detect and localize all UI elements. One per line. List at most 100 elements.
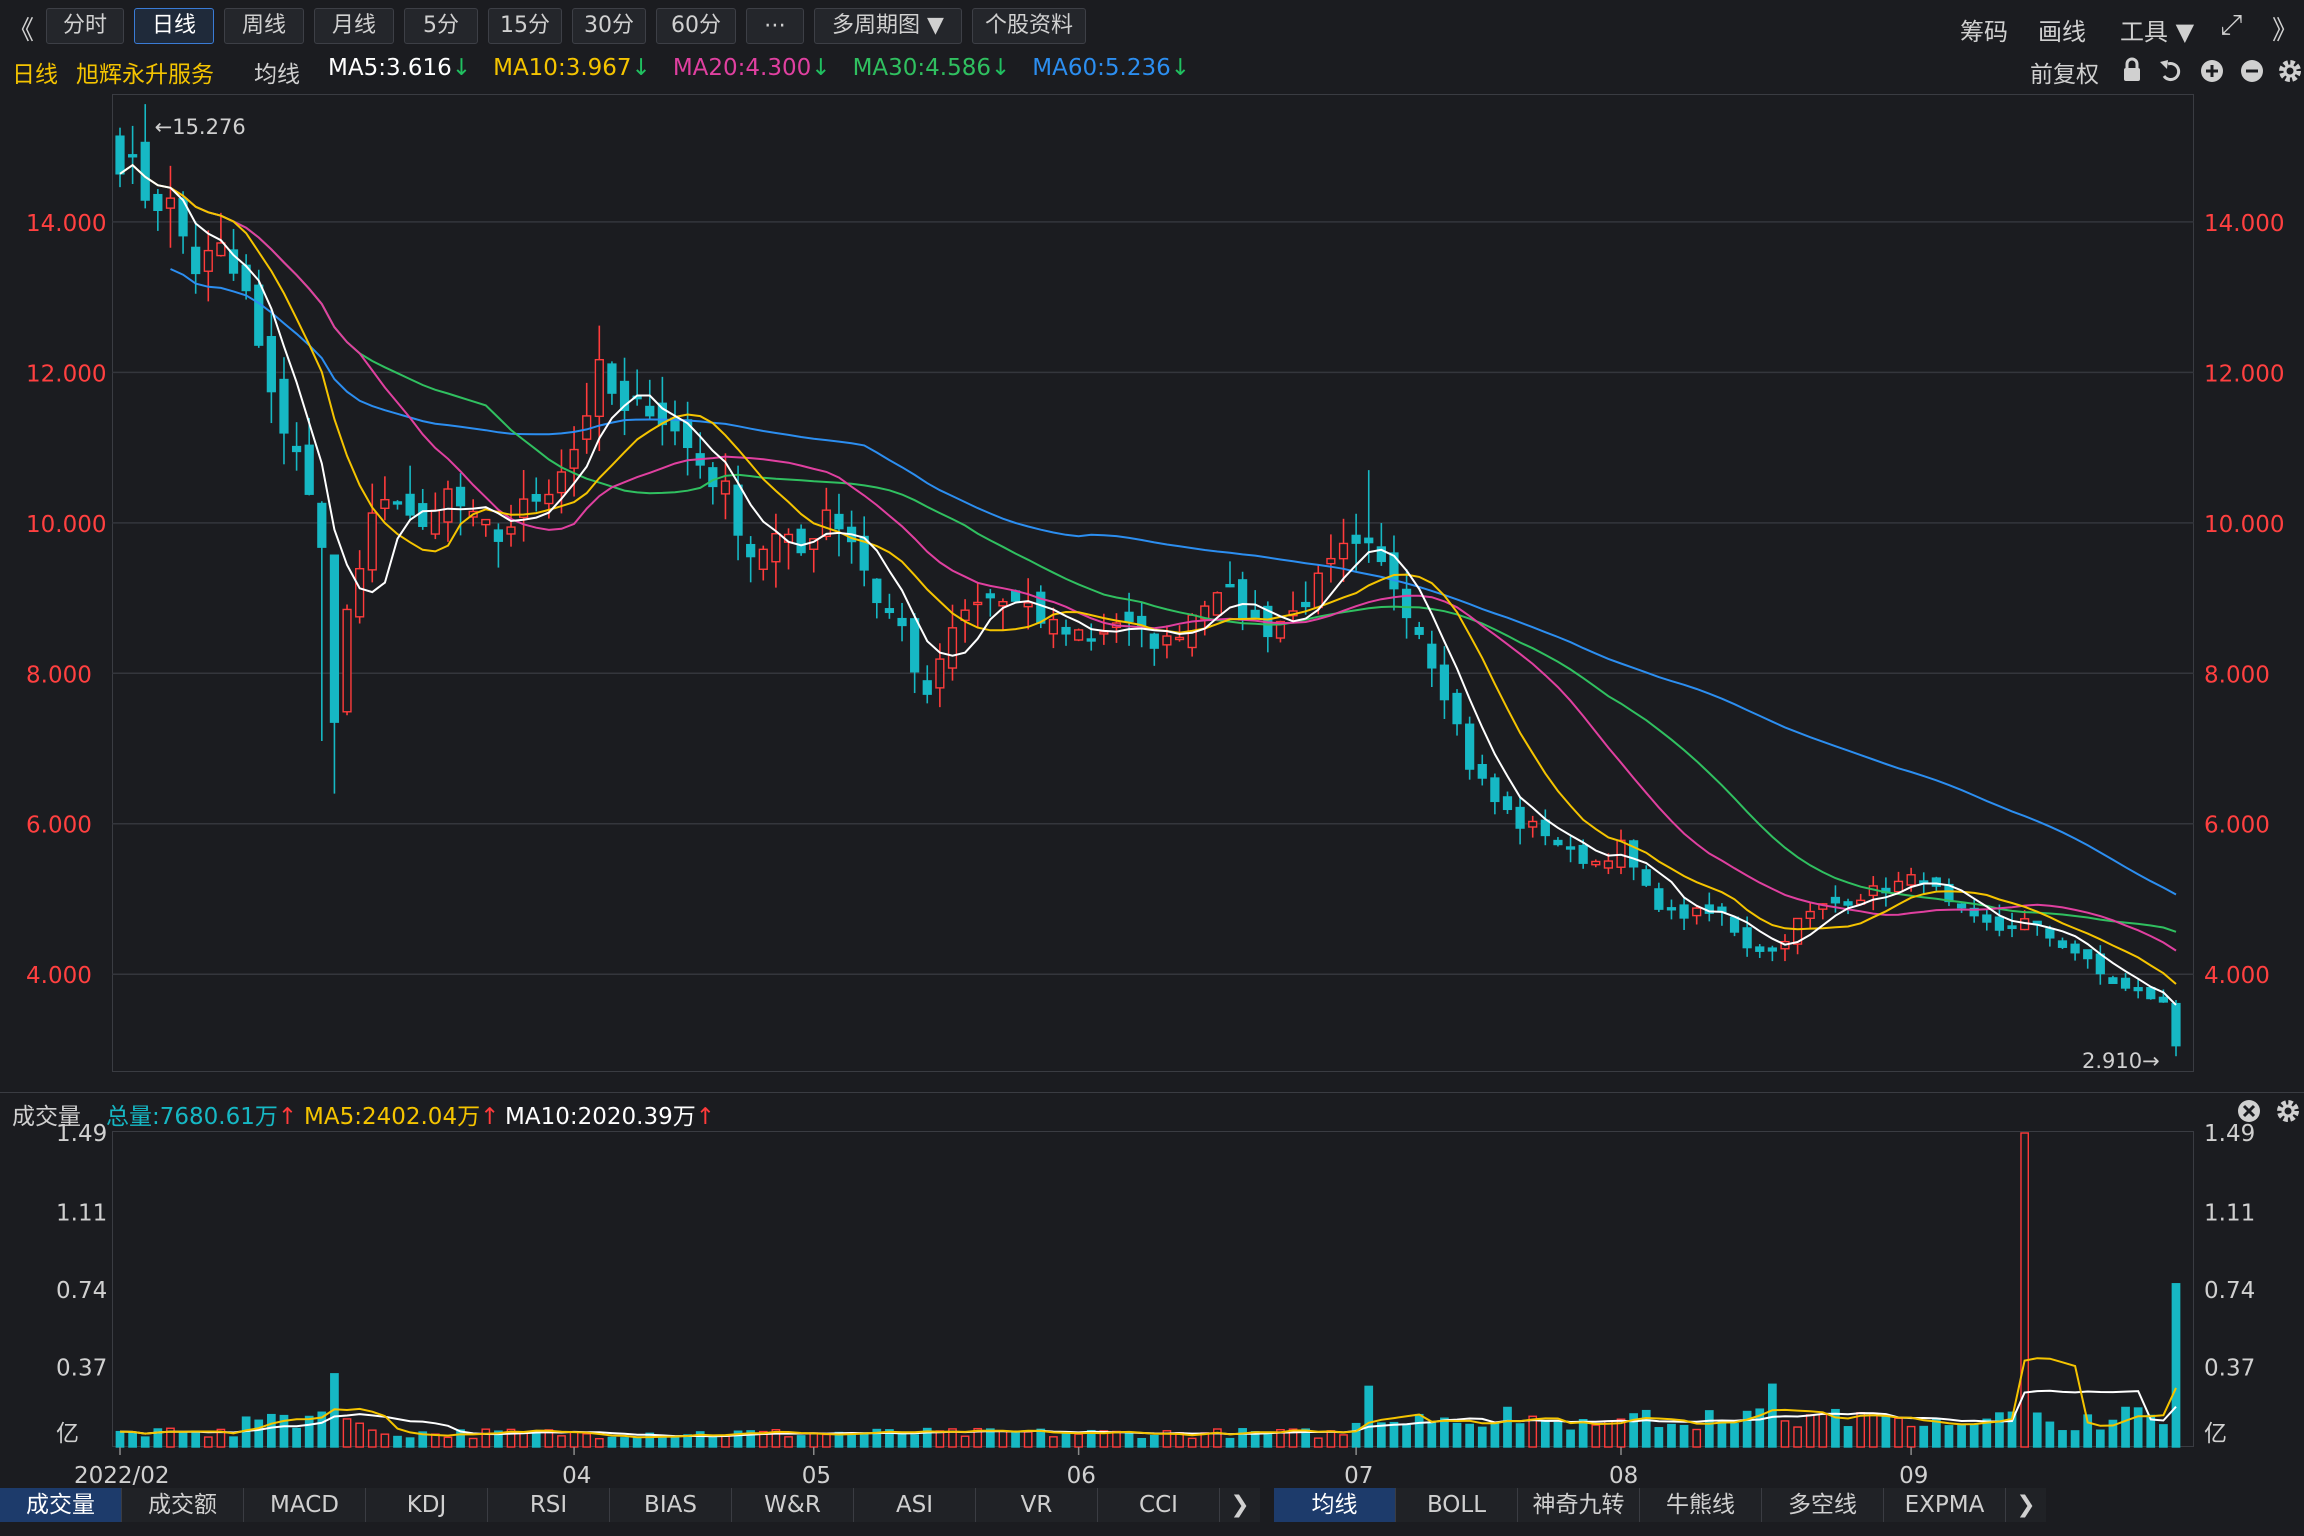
price-chart-panel[interactable]: [112, 94, 2194, 1072]
period-button-2[interactable]: 周线: [224, 8, 304, 44]
more-indicators-icon[interactable]: ❯: [1220, 1488, 1260, 1522]
volume-chart[interactable]: 1.49 1.49 1.11 1.11 0.74 0.74 0.37 0.37 亿 亿 2022/0…: [0, 1100, 2304, 1486]
candle-body: [1174, 636, 1185, 641]
volume-bar: [481, 1428, 491, 1448]
collapse-left-icon[interactable]: 《: [8, 16, 35, 46]
volume-bar: [922, 1427, 932, 1448]
period-button-3[interactable]: 月线: [314, 8, 394, 44]
candle-body: [1301, 601, 1311, 608]
volume-bar: [1856, 1412, 1866, 1448]
period-button-10[interactable]: 个股资料: [972, 8, 1086, 44]
overlay-tab-3[interactable]: 牛熊线: [1640, 1488, 1762, 1522]
collapse-right-icon[interactable]: 》: [2272, 16, 2299, 46]
period-button-9[interactable]: 多周期图 ▼: [814, 8, 962, 44]
period-button-6[interactable]: 30分: [572, 8, 646, 44]
candle-body: [1389, 552, 1399, 590]
period-button-8[interactable]: ⋯: [746, 8, 804, 44]
volume-settings-icon[interactable]: [2277, 1100, 2299, 1122]
fullscreen-icon[interactable]: ⤢: [2220, 8, 2243, 41]
volume-bar: [2007, 1411, 2017, 1448]
ma-legend-item-1: MA10:3.967↓: [493, 55, 651, 81]
price-chart[interactable]: 14.000 14.000 12.000 12.000 10.000 10.000 8.00…: [0, 0, 2304, 1100]
candle-body: [203, 249, 213, 272]
volume-bar: [367, 1429, 377, 1448]
close-icon[interactable]: [2238, 1100, 2260, 1122]
volume-bar: [1679, 1424, 1689, 1448]
indicator-tab-0[interactable]: 成交量: [0, 1488, 122, 1522]
period-button-7[interactable]: 60分: [656, 8, 736, 44]
candle-body: [1162, 635, 1172, 646]
chips-button[interactable]: 筹码: [1960, 18, 2008, 46]
restore-right-label[interactable]: 前复权: [2030, 62, 2099, 88]
period-button-4[interactable]: 5分: [404, 8, 478, 44]
overlay-tab-2[interactable]: 神奇九转: [1518, 1488, 1640, 1522]
candle-body: [1364, 537, 1374, 544]
volume-bar: [1213, 1428, 1222, 1448]
candle-body: [153, 193, 163, 211]
drawing-button[interactable]: 画线: [2038, 18, 2086, 46]
volume-bar: [456, 1429, 465, 1448]
ma-legend-item-3: MA30:4.586↓: [852, 55, 1011, 81]
price-axis-right-label: 8.000: [2204, 662, 2270, 688]
volume-controls: [2238, 1100, 2299, 1122]
volume-bar: [1995, 1412, 2004, 1448]
volume-header: [0, 1092, 2304, 1129]
trend-arrow-icon: ↓: [631, 55, 651, 81]
tools-dropdown[interactable]: 工具 ▼: [2120, 18, 2195, 46]
volume-bar: [418, 1431, 428, 1448]
overlay-tab-5[interactable]: EXPMA: [1884, 1488, 2006, 1522]
zoom-in-icon[interactable]: [2201, 60, 2223, 82]
more-overlays-icon[interactable]: ❯: [2006, 1488, 2046, 1522]
undo-icon[interactable]: [2160, 60, 2181, 81]
candle-body: [771, 533, 781, 563]
ma-title[interactable]: 均线: [254, 62, 300, 88]
indicator-tab-5[interactable]: BIAS: [610, 1488, 732, 1522]
overlay-tab-4[interactable]: 多空线: [1762, 1488, 1884, 1522]
volume-bar: [1389, 1421, 1399, 1448]
volume-bar: [708, 1435, 718, 1448]
trend-arrow-icon: ↓: [451, 55, 472, 81]
volume-bar: [405, 1437, 415, 1448]
volume-bar: [948, 1428, 957, 1448]
indicator-tab-7[interactable]: ASI: [854, 1488, 976, 1522]
zoom-out-icon[interactable]: [2241, 60, 2263, 82]
volume-bar: [1061, 1432, 1071, 1448]
ma-legend-item-0: MA5:3.616↓: [328, 55, 472, 81]
candle-body: [1427, 643, 1437, 669]
indicator-tab-1[interactable]: 成交额: [122, 1488, 244, 1522]
ma-legend: MA5:3.616↓ MA10:3.967↓ MA20:4.300↓ MA30:4.5…: [328, 55, 1212, 81]
volume-axis-right-label: 亿: [2204, 1421, 2227, 1447]
volume-bar: [380, 1433, 390, 1448]
stock-name[interactable]: 旭辉永升服务: [76, 62, 214, 88]
volume-bar: [128, 1431, 137, 1448]
volume-bar: [2045, 1421, 2055, 1448]
candle-body: [1439, 664, 1450, 701]
volume-bar: [342, 1418, 352, 1448]
candle-body: [291, 445, 302, 453]
indicator-tab-9[interactable]: CCI: [1098, 1488, 1220, 1522]
volume-bar: [645, 1432, 655, 1448]
volume-bar: [506, 1428, 516, 1448]
volume-bar: [443, 1436, 453, 1448]
volume-bar: [1049, 1436, 1058, 1448]
lock-icon[interactable]: [2124, 57, 2140, 81]
volume-bar: [1137, 1437, 1147, 1448]
indicator-tab-8[interactable]: VR: [976, 1488, 1098, 1522]
candle-body: [1237, 579, 1248, 621]
indicator-tab-6[interactable]: W&R: [732, 1488, 854, 1522]
indicator-tab-2[interactable]: MACD: [244, 1488, 366, 1522]
overlay-tab-1[interactable]: BOLL: [1396, 1488, 1518, 1522]
period-button-0[interactable]: 分时: [46, 8, 124, 44]
indicator-tab-4[interactable]: RSI: [488, 1488, 610, 1522]
high-price-mark: ←15.276: [155, 115, 246, 139]
indicator-tab-3[interactable]: KDJ: [366, 1488, 488, 1522]
overlay-tab-0[interactable]: 均线: [1274, 1488, 1396, 1522]
settings-icon[interactable]: [2279, 60, 2301, 82]
volume-bar: [758, 1430, 768, 1448]
period-button-1[interactable]: 日线: [134, 8, 214, 44]
period-button-5[interactable]: 15分: [488, 8, 562, 44]
volume-bar: [1843, 1426, 1853, 1448]
ma-legend-item-4: MA60:5.236↓: [1032, 55, 1191, 81]
volume-title[interactable]: 成交量: [12, 1104, 81, 1130]
volume-bar: [1263, 1432, 1273, 1448]
